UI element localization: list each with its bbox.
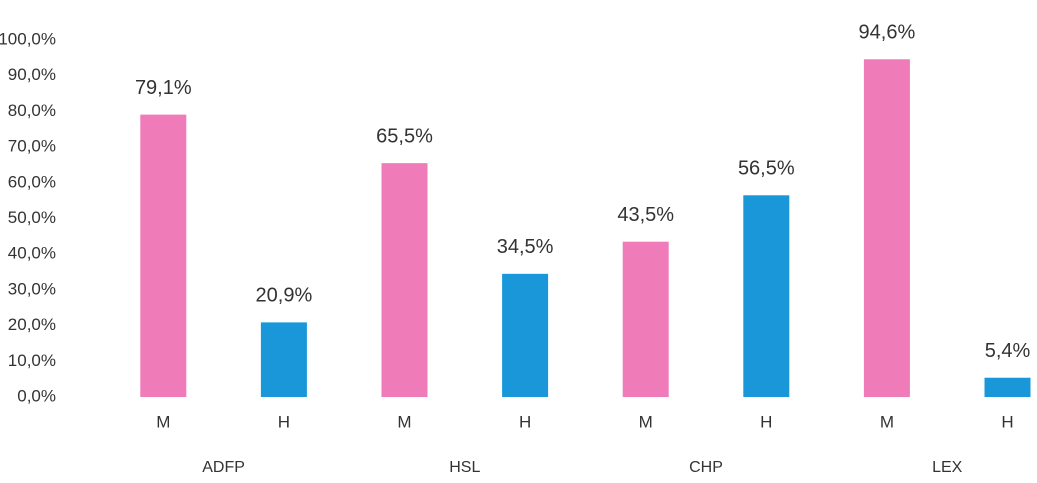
y-tick-label: 0,0% (17, 386, 56, 405)
group-label: ADFP (202, 459, 245, 476)
bar (381, 163, 428, 397)
y-tick-label: 70,0% (8, 137, 56, 156)
x-tick-label: H (760, 412, 772, 431)
x-tick-label: M (639, 412, 653, 431)
group-label: LEX (932, 459, 963, 476)
bar (863, 59, 910, 397)
data-label: 34,5% (497, 236, 554, 258)
y-tick-label: 90,0% (8, 65, 56, 84)
bar (140, 114, 187, 397)
bar (622, 241, 669, 397)
x-tick-label: H (278, 412, 290, 431)
y-tick-label: 50,0% (8, 208, 56, 227)
y-tick-label: 60,0% (8, 172, 56, 191)
data-label: 5,4% (985, 340, 1031, 362)
y-tick-label: 40,0% (8, 244, 56, 263)
data-label: 56,5% (738, 158, 795, 180)
y-tick-label: 80,0% (8, 101, 56, 120)
y-tick-label: 30,0% (8, 279, 56, 298)
data-label: 20,9% (256, 285, 313, 307)
y-tick-label: 20,0% (8, 315, 56, 334)
x-tick-label: M (156, 412, 170, 431)
x-tick-label: H (1001, 412, 1013, 431)
data-label: 65,5% (376, 125, 433, 147)
data-label: 94,6% (859, 22, 916, 44)
y-tick-label: 100,0% (0, 29, 56, 48)
x-tick-label: M (397, 412, 411, 431)
x-tick-label: H (519, 412, 531, 431)
data-label: 79,1% (135, 77, 192, 99)
y-tick-label: 10,0% (8, 351, 56, 370)
x-tick-label: M (880, 412, 894, 431)
bar (743, 195, 790, 397)
group-label: CHP (689, 459, 723, 476)
bar (502, 273, 549, 397)
group-label: HSL (449, 459, 480, 476)
data-label: 43,5% (617, 204, 674, 226)
bar (984, 377, 1031, 397)
bar (260, 322, 307, 397)
